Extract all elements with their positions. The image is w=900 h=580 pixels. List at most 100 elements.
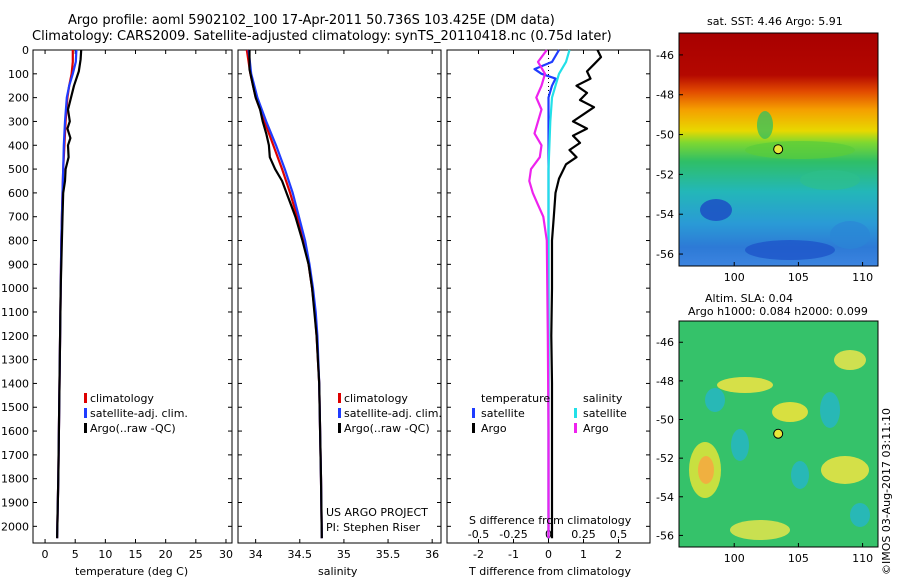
difference-xlabel-top: S difference from climatology bbox=[469, 514, 632, 527]
sst-warm-patch bbox=[800, 170, 860, 190]
sst-warm-patch bbox=[745, 141, 855, 159]
x-tick-label: 15 bbox=[129, 548, 143, 561]
sla-map: 100 105 110 -46 -48 -50 -52 -54 -56 bbox=[656, 320, 879, 565]
sla-map-frame bbox=[678, 320, 879, 548]
y-tick-label: 600 bbox=[8, 187, 29, 200]
sla-map-subtitle: Argo h1000: 0.084 h2000: 0.099 bbox=[688, 305, 868, 318]
sst-map-frame bbox=[678, 32, 879, 267]
legend-swatch bbox=[574, 423, 577, 433]
x-tick-label: 35.5 bbox=[376, 548, 401, 561]
legend-swatch bbox=[84, 423, 87, 433]
map-y-tick-label: -52 bbox=[656, 452, 674, 465]
y-tick-label: 0 bbox=[22, 44, 29, 57]
sst-cold-patch bbox=[700, 199, 732, 221]
sst-map-title: sat. SST: 4.46 Argo: 5.91 bbox=[707, 15, 843, 28]
legend-swatch bbox=[338, 408, 341, 418]
s-tick-label: -0.25 bbox=[499, 528, 527, 541]
y-tick-label: 1900 bbox=[1, 497, 29, 510]
y-tick-label: 1400 bbox=[1, 377, 29, 390]
legend-swatch bbox=[338, 393, 341, 403]
legend-label: climatology bbox=[344, 392, 408, 405]
s-tick-label: -0.5 bbox=[468, 528, 489, 541]
legend-label: satellite-adj. clim. bbox=[344, 407, 442, 420]
x-tick-label: 20 bbox=[159, 548, 173, 561]
legend-swatch bbox=[472, 423, 475, 433]
y-tick-label: 1000 bbox=[1, 282, 29, 295]
argo-position-marker bbox=[773, 144, 784, 155]
sst-cold-patch bbox=[745, 240, 835, 260]
s-tick-label: 0.5 bbox=[610, 528, 628, 541]
salinity-xlabel: salinity bbox=[318, 565, 358, 578]
y-tick-label: 500 bbox=[8, 163, 29, 176]
figure-title-line2: Climatology: CARS2009. Satellite-adjuste… bbox=[32, 29, 612, 44]
y-tick-label: 700 bbox=[8, 211, 29, 224]
s-tick-label: 0.25 bbox=[571, 528, 596, 541]
map-y-tick-label: -46 bbox=[656, 336, 674, 349]
x-tick-label: 30 bbox=[219, 548, 233, 561]
temperature-plot-area bbox=[32, 49, 233, 544]
x-tick-label: 35 bbox=[337, 548, 351, 561]
series-line bbox=[550, 49, 603, 539]
series-line bbox=[56, 49, 83, 539]
legend-label: satellite bbox=[481, 407, 525, 420]
map-x-tick-label: 105 bbox=[788, 271, 809, 284]
legend-swatch bbox=[574, 408, 577, 418]
sla-low-patch bbox=[850, 503, 870, 527]
map-x-tick-label: 110 bbox=[852, 552, 873, 565]
x-tick-label: 0 bbox=[545, 548, 552, 561]
imos-credit: ©IMOS 03-Aug-2017 03:11:10 bbox=[880, 408, 893, 575]
x-tick-label: 10 bbox=[98, 548, 112, 561]
y-tick-label: 1500 bbox=[1, 401, 29, 414]
sla-high-patch bbox=[834, 350, 866, 370]
y-tick-label: 200 bbox=[8, 92, 29, 105]
x-tick-label: 2 bbox=[615, 548, 622, 561]
y-tick-label: 900 bbox=[8, 258, 29, 271]
sla-low-patch bbox=[791, 461, 809, 489]
legend-header: temperature bbox=[481, 392, 550, 405]
pi-annotation: PI: Stephen Riser bbox=[326, 521, 421, 534]
series-line bbox=[528, 49, 550, 539]
y-tick-label: 1700 bbox=[1, 449, 29, 462]
argo-position-marker bbox=[773, 428, 784, 439]
legend-label: satellite bbox=[583, 407, 627, 420]
y-tick-label: 100 bbox=[8, 68, 29, 81]
map-y-tick-label: -54 bbox=[656, 208, 674, 221]
x-tick-label: 36 bbox=[425, 548, 439, 561]
legend-swatch bbox=[84, 393, 87, 403]
legend-swatch bbox=[472, 408, 475, 418]
y-tick-label: 1200 bbox=[1, 330, 29, 343]
legend-label: Argo(..raw -QC) bbox=[90, 422, 176, 435]
salinity-plot-area bbox=[237, 49, 442, 544]
legend-header: salinity bbox=[583, 392, 623, 405]
y-tick-label: 1300 bbox=[1, 354, 29, 367]
map-y-tick-label: -50 bbox=[656, 414, 674, 427]
y-tick-label: 400 bbox=[8, 139, 29, 152]
x-tick-label: -2 bbox=[473, 548, 484, 561]
x-tick-label: 5 bbox=[72, 548, 79, 561]
map-y-tick-label: -56 bbox=[656, 529, 674, 542]
sla-high-patch bbox=[772, 402, 808, 422]
sst-map: 100 105 110 -46 -48 -50 -52 -54 -56 bbox=[656, 32, 879, 284]
x-tick-label: 0 bbox=[42, 548, 49, 561]
map-y-tick-label: -46 bbox=[656, 49, 674, 62]
sla-low-patch bbox=[731, 429, 749, 461]
map-y-tick-label: -48 bbox=[656, 375, 674, 388]
sla-low-patch bbox=[705, 388, 725, 412]
salinity-chart: 34 34.5 35 35.5 36 climatology satellite-adj. … bbox=[238, 49, 442, 561]
map-x-tick-label: 105 bbox=[788, 552, 809, 565]
x-tick-label: 1 bbox=[580, 548, 587, 561]
legend-label: climatology bbox=[90, 392, 154, 405]
sst-map-axes: 100 105 110 -46 -48 -50 -52 -54 -56 bbox=[656, 49, 873, 284]
legend-swatch bbox=[338, 423, 341, 433]
sst-cold-patch bbox=[830, 221, 870, 249]
project-annotation: US ARGO PROJECT bbox=[326, 506, 428, 519]
sla-low-patch bbox=[820, 392, 840, 428]
map-x-tick-label: 100 bbox=[724, 552, 745, 565]
temperature-chart: 0 5 10 15 20 25 300100200300400500600700800900… bbox=[1, 44, 233, 561]
series-line bbox=[248, 50, 323, 539]
y-tick-label: 2000 bbox=[1, 520, 29, 533]
sla-map-title: Altim. SLA: 0.04 bbox=[705, 292, 793, 305]
legend-label: Argo(..raw -QC) bbox=[344, 422, 430, 435]
